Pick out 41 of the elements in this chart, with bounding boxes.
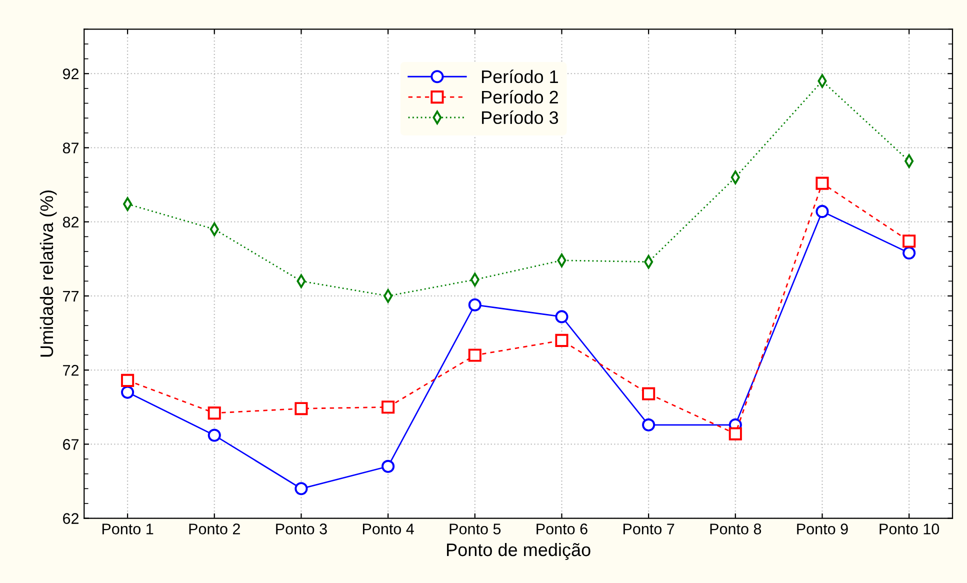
point (642, 387, 656, 400)
point (468, 348, 482, 362)
point (208, 406, 221, 420)
x-tick-label: Ponto 7 (623, 524, 674, 534)
legend-label: Período 1 (482, 70, 558, 84)
x-tick-label: Ponto 1 (102, 524, 154, 534)
point (121, 374, 134, 387)
y-tick-label: 67 (63, 439, 79, 450)
point (294, 482, 308, 496)
y-tick-label: 72 (63, 364, 79, 376)
y-tick-label: 87 (62, 142, 79, 154)
x-axis-title: Ponto de medição (447, 542, 590, 560)
legend-label: Período 3 (482, 110, 558, 124)
point (382, 460, 395, 473)
legend-label: Período 2 (482, 90, 558, 104)
point (555, 310, 568, 324)
point (816, 204, 829, 218)
point (555, 334, 568, 347)
x-tick-label: Ponto 8 (710, 524, 762, 534)
point (728, 427, 742, 440)
x-tick-label: Ponto 5 (450, 524, 501, 534)
point (468, 298, 482, 312)
point (294, 402, 308, 416)
y-tick-label: 92 (62, 68, 79, 80)
y-axis-title: Umidade relativa (%) (40, 190, 57, 357)
x-tick-label: Ponto 6 (536, 524, 588, 534)
y-tick-label: 62 (63, 513, 79, 524)
y-tick-label: 82 (62, 216, 79, 228)
point (902, 246, 916, 260)
point (208, 428, 221, 442)
x-tick-label: Ponto 2 (189, 524, 240, 534)
point (121, 386, 134, 399)
x-tick-label: Ponto 3 (276, 524, 327, 534)
x-tick-label: Ponto 10 (880, 524, 940, 534)
x-tick-label: Ponto 9 (797, 524, 848, 534)
point (902, 234, 916, 248)
point (816, 176, 829, 190)
point (642, 418, 656, 432)
y-tick-label: 77 (63, 290, 79, 302)
point (382, 400, 395, 414)
x-tick-label: Ponto 4 (362, 524, 414, 534)
